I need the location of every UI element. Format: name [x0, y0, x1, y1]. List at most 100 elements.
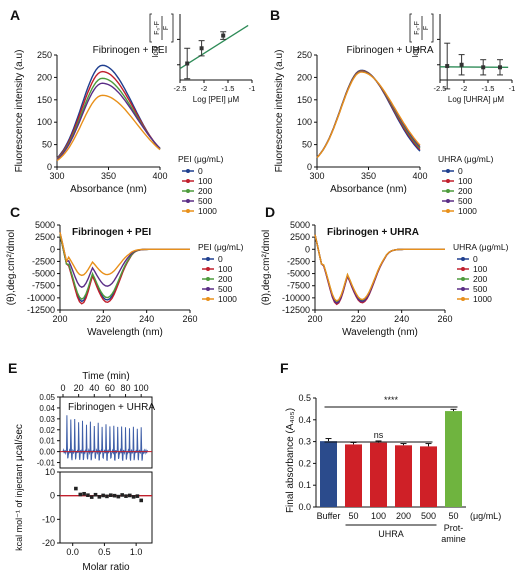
spectrum-xtick-label: 350 — [361, 171, 376, 181]
inset-point — [445, 64, 450, 69]
cd-xtick-label: 220 — [96, 314, 111, 324]
itc-point — [86, 493, 90, 497]
bar-5 — [445, 411, 462, 507]
bar-category-label: 100 — [371, 511, 386, 521]
legend-title: PEI (μg/mL) — [178, 154, 224, 164]
itc-top-xtick-label: 80 — [121, 383, 131, 393]
legend-title: UHRA (μg/mL) — [438, 154, 494, 164]
bar-extra-label: Prot- — [444, 523, 464, 533]
legend-marker — [446, 179, 450, 183]
spectrum-ytick-label: 50 — [302, 140, 312, 150]
panel-letter: D — [265, 204, 275, 220]
bar-category-label: 500 — [421, 511, 436, 521]
series-line-100 — [56, 70, 161, 160]
series-line-0 — [316, 69, 421, 158]
itc-bottom-ytick-label: -20 — [42, 538, 55, 548]
itc-bottom-frame — [59, 471, 153, 544]
legend-marker — [206, 267, 210, 271]
inset-xtick-label: -2.5 — [434, 84, 447, 93]
itc-point — [120, 493, 124, 497]
bar-ytick-label: 0.2 — [298, 458, 311, 468]
spectrum-ytick-label: 250 — [297, 50, 312, 60]
itc-top-xtick-label: 60 — [105, 383, 115, 393]
cd-ytick-label: -2500 — [32, 256, 55, 266]
cd-ytick-label: 5000 — [35, 220, 55, 230]
inset-y-label-log: log — [411, 47, 420, 58]
legend-marker — [446, 189, 450, 193]
panel-a: A 0 50 100 150 200 250 300 350 400 Absorbance (nm)… — [10, 7, 255, 216]
spectrum-xtick-label: 350 — [101, 171, 116, 181]
spectrum-ytick-label: 50 — [42, 140, 52, 150]
bar-category-label: 200 — [396, 511, 411, 521]
spectrum-ytick-label: 200 — [297, 72, 312, 82]
itc-top-ytick-label: 0.01 — [39, 437, 55, 446]
cd-ytick-label: -2500 — [287, 256, 310, 266]
bar-ytick-label: 0.0 — [298, 502, 311, 512]
itc-point — [139, 498, 144, 503]
bar-unit-label: (μg/mL) — [470, 511, 501, 521]
legend-marker — [461, 277, 465, 281]
spectrum-ytick-label: 100 — [297, 117, 312, 127]
bar-extra-label: amine — [441, 534, 466, 544]
series-line-1000 — [59, 232, 190, 277]
legend-title: UHRA (μg/mL) — [453, 242, 509, 252]
legend-label: 1000 — [198, 206, 217, 216]
itc-top-y-label: μcal/sec — [14, 424, 25, 461]
chart-title: Fibrinogen + UHRA — [347, 45, 434, 56]
bar-category-label: 50 — [348, 511, 358, 521]
series-line-500 — [56, 82, 161, 161]
series-line-200 — [56, 77, 161, 160]
bar-ytick-label: 0.3 — [298, 437, 311, 447]
spectrum-ytick-label: 0 — [307, 162, 312, 172]
itc-point — [82, 491, 86, 496]
itc-top-ytick-label: 0.02 — [39, 426, 55, 435]
itc-point — [93, 492, 98, 497]
itc-molar-ratio-label: Molar ratio — [82, 562, 130, 573]
legend-label: 100 — [473, 264, 487, 274]
inset-axes — [439, 14, 512, 81]
y-axis-label: (θ),deg.cm²/dmol — [261, 230, 272, 306]
itc-point — [89, 495, 94, 499]
itc-bottom-xtick-label: 0.0 — [66, 547, 79, 557]
inset-xtick-label: -2.5 — [174, 84, 187, 93]
inset-x-label: Log [UHRA] μM — [448, 95, 505, 104]
panel-c: C500025000-2500-5000-7500-10000-12500200… — [6, 204, 244, 338]
legend-label: 1000 — [218, 294, 237, 304]
itc-point — [97, 495, 102, 499]
significance-label: ns — [374, 430, 384, 440]
legend-label: 200 — [473, 274, 487, 284]
panel-letter: F — [280, 360, 289, 376]
series-line-500 — [314, 234, 445, 305]
legend-label: 100 — [458, 176, 472, 186]
x-axis-label: Wavelength (nm) — [342, 327, 418, 338]
inset-fit-line — [439, 66, 509, 68]
itc-point — [74, 486, 78, 491]
legend-label: 0 — [473, 254, 478, 264]
inset-xtick-label: -2 — [461, 84, 468, 93]
itc-top-xtick-label: 100 — [134, 383, 149, 393]
cd-ytick-label: 2500 — [35, 232, 55, 242]
y-axis-label: Fluorescence intensity (a.u) — [274, 50, 285, 173]
inset-x-label: Log [PEI] μM — [193, 95, 240, 104]
bar-category-label: 50 — [448, 511, 458, 521]
itc-top-xtick-label: 0 — [60, 383, 65, 393]
legend-label: 0 — [218, 254, 223, 264]
series-line-200 — [316, 70, 421, 158]
series-line-1000 — [316, 71, 421, 159]
legend-label: 200 — [198, 186, 212, 196]
cd-ytick-label: -10000 — [27, 293, 55, 303]
panel-d: D500025000-2500-5000-7500-10000-12500200… — [261, 204, 509, 338]
legend-marker — [186, 189, 190, 193]
bar-ytick-label: 0.5 — [298, 393, 311, 403]
inset-y-label-den: F — [423, 26, 430, 30]
itc-top-xtick-label: 40 — [89, 383, 99, 393]
bar-2 — [370, 442, 387, 507]
inset-y-label-num: F₀-F — [414, 21, 421, 35]
inset-xtick-label: -2 — [201, 84, 208, 93]
itc-point — [127, 493, 132, 498]
itc-point — [105, 494, 109, 499]
series-line-200 — [59, 234, 190, 300]
series-line-1000 — [314, 234, 445, 302]
spectrum-xtick-label: 300 — [49, 171, 64, 181]
